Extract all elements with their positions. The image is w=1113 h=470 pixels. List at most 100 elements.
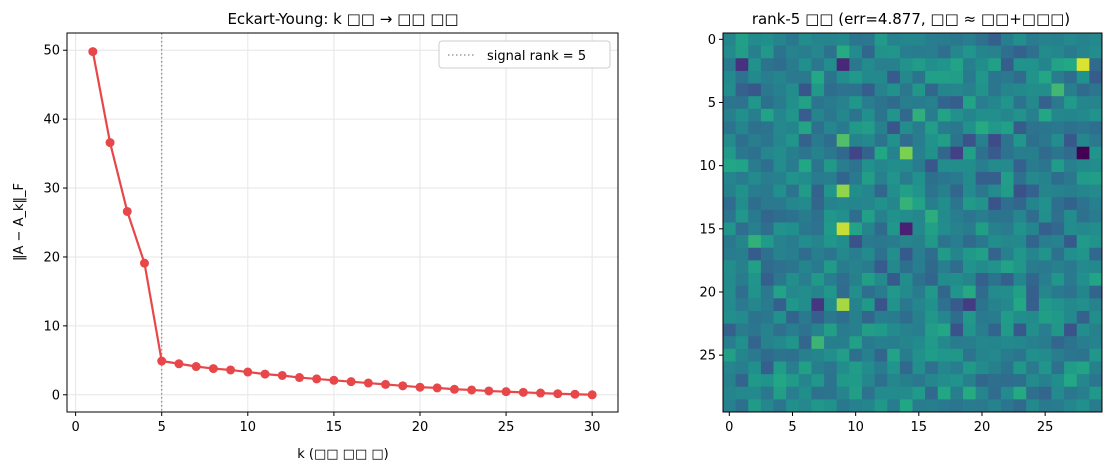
heatmap-cell <box>950 260 964 274</box>
data-point <box>449 384 459 394</box>
heatmap-cell <box>1026 374 1040 388</box>
heatmap-cell <box>1000 310 1014 324</box>
heatmap-cell <box>925 209 939 223</box>
heatmap-cell <box>887 348 901 362</box>
heatmap-cell <box>786 222 800 236</box>
heatmap-cell <box>912 323 926 337</box>
heatmap-cell <box>1064 323 1078 337</box>
heatmap-cell <box>887 235 901 249</box>
heatmap-cell <box>1000 70 1014 84</box>
heatmap-cell <box>925 146 939 160</box>
heatmap-cell <box>849 159 863 173</box>
heatmap-cell <box>760 399 774 413</box>
heatmap-cell <box>874 146 888 160</box>
heatmap-cell <box>925 33 939 47</box>
heatmap-cell <box>912 247 926 261</box>
heatmap-cell <box>1051 310 1065 324</box>
heatmap-cell <box>735 70 749 84</box>
heatmap-cell <box>849 184 863 198</box>
heatmap-cell <box>963 374 977 388</box>
heatmap-cell <box>950 361 964 375</box>
heatmap-cell <box>899 235 913 249</box>
heatmap-cell <box>925 374 939 388</box>
heatmap-cell <box>1038 83 1052 97</box>
heatmap-cell <box>811 209 825 223</box>
heatmap-cell <box>1000 171 1014 185</box>
heatmap-cell <box>899 260 913 274</box>
heatmap-cell <box>988 184 1002 198</box>
heatmap-y-tick-label: 10 <box>699 159 716 174</box>
data-point <box>432 383 442 393</box>
heatmap-cell <box>1051 70 1065 84</box>
heatmap-cell <box>899 298 913 312</box>
heatmap-cell <box>950 159 964 173</box>
heatmap-cell <box>899 197 913 211</box>
heatmap-cell <box>760 159 774 173</box>
heatmap-cell <box>861 171 875 185</box>
heatmap-cell <box>811 285 825 299</box>
heatmap-cell <box>1089 96 1103 110</box>
heatmap-cell <box>1064 361 1078 375</box>
heatmap-cell <box>1051 235 1065 249</box>
heatmap-cell <box>1076 235 1090 249</box>
heatmap-cell <box>1089 386 1103 400</box>
heatmap-cell <box>836 361 850 375</box>
heatmap-cell <box>887 171 901 185</box>
heatmap-cell <box>1089 222 1103 236</box>
heatmap-cell <box>899 70 913 84</box>
heatmap-cell <box>937 70 951 84</box>
heatmap-cell <box>988 146 1002 160</box>
data-point <box>88 47 98 57</box>
line-chart-y-ticks: 0 10 20 30 40 50 <box>43 44 67 403</box>
heatmap-cell <box>773 146 787 160</box>
heatmap-cell <box>760 83 774 97</box>
heatmap-cell <box>723 171 737 185</box>
heatmap-cell <box>861 45 875 59</box>
heatmap-cell <box>1089 310 1103 324</box>
data-point <box>363 378 373 388</box>
heatmap-cell <box>988 121 1002 135</box>
heatmap-cell <box>1013 209 1027 223</box>
heatmap-cell <box>937 33 951 47</box>
heatmap-cell <box>937 58 951 72</box>
data-point <box>312 374 322 384</box>
heatmap-cell <box>975 336 989 350</box>
heatmap-cell <box>786 285 800 299</box>
heatmap-cell <box>786 134 800 148</box>
heatmap-cell <box>773 209 787 223</box>
heatmap-cell <box>1013 386 1027 400</box>
heatmap-cell <box>723 323 737 337</box>
heatmap-cell <box>723 134 737 148</box>
heatmap-cell <box>849 171 863 185</box>
data-point <box>329 375 339 385</box>
heatmap-cell <box>735 108 749 122</box>
heatmap-cell <box>887 108 901 122</box>
heatmap-cell <box>975 146 989 160</box>
heatmap-cell <box>723 96 737 110</box>
heatmap-cell <box>1089 159 1103 173</box>
heatmap-cell <box>874 374 888 388</box>
heatmap-cell <box>760 298 774 312</box>
heatmap-cell <box>760 310 774 324</box>
heatmap-cell <box>899 323 913 337</box>
heatmap-cell <box>1026 159 1040 173</box>
heatmap-cell <box>925 323 939 337</box>
heatmap-cell <box>760 386 774 400</box>
heatmap-y-tick-label: 25 <box>699 349 716 364</box>
heatmap-cell <box>1051 134 1065 148</box>
heatmap-cell <box>874 58 888 72</box>
heatmap-cell <box>899 374 913 388</box>
heatmap-cell <box>1089 58 1103 72</box>
heatmap-cell <box>899 134 913 148</box>
heatmap-cell <box>811 298 825 312</box>
heatmap-cell <box>798 374 812 388</box>
heatmap-cell <box>748 146 762 160</box>
heatmap-cell <box>861 58 875 72</box>
heatmap-cell <box>773 298 787 312</box>
heatmap-cell <box>748 58 762 72</box>
heatmap-cell <box>760 45 774 59</box>
heatmap-cell <box>723 336 737 350</box>
heatmap-cell <box>760 134 774 148</box>
heatmap-cell <box>1051 83 1065 97</box>
heatmap-cell <box>1064 348 1078 362</box>
